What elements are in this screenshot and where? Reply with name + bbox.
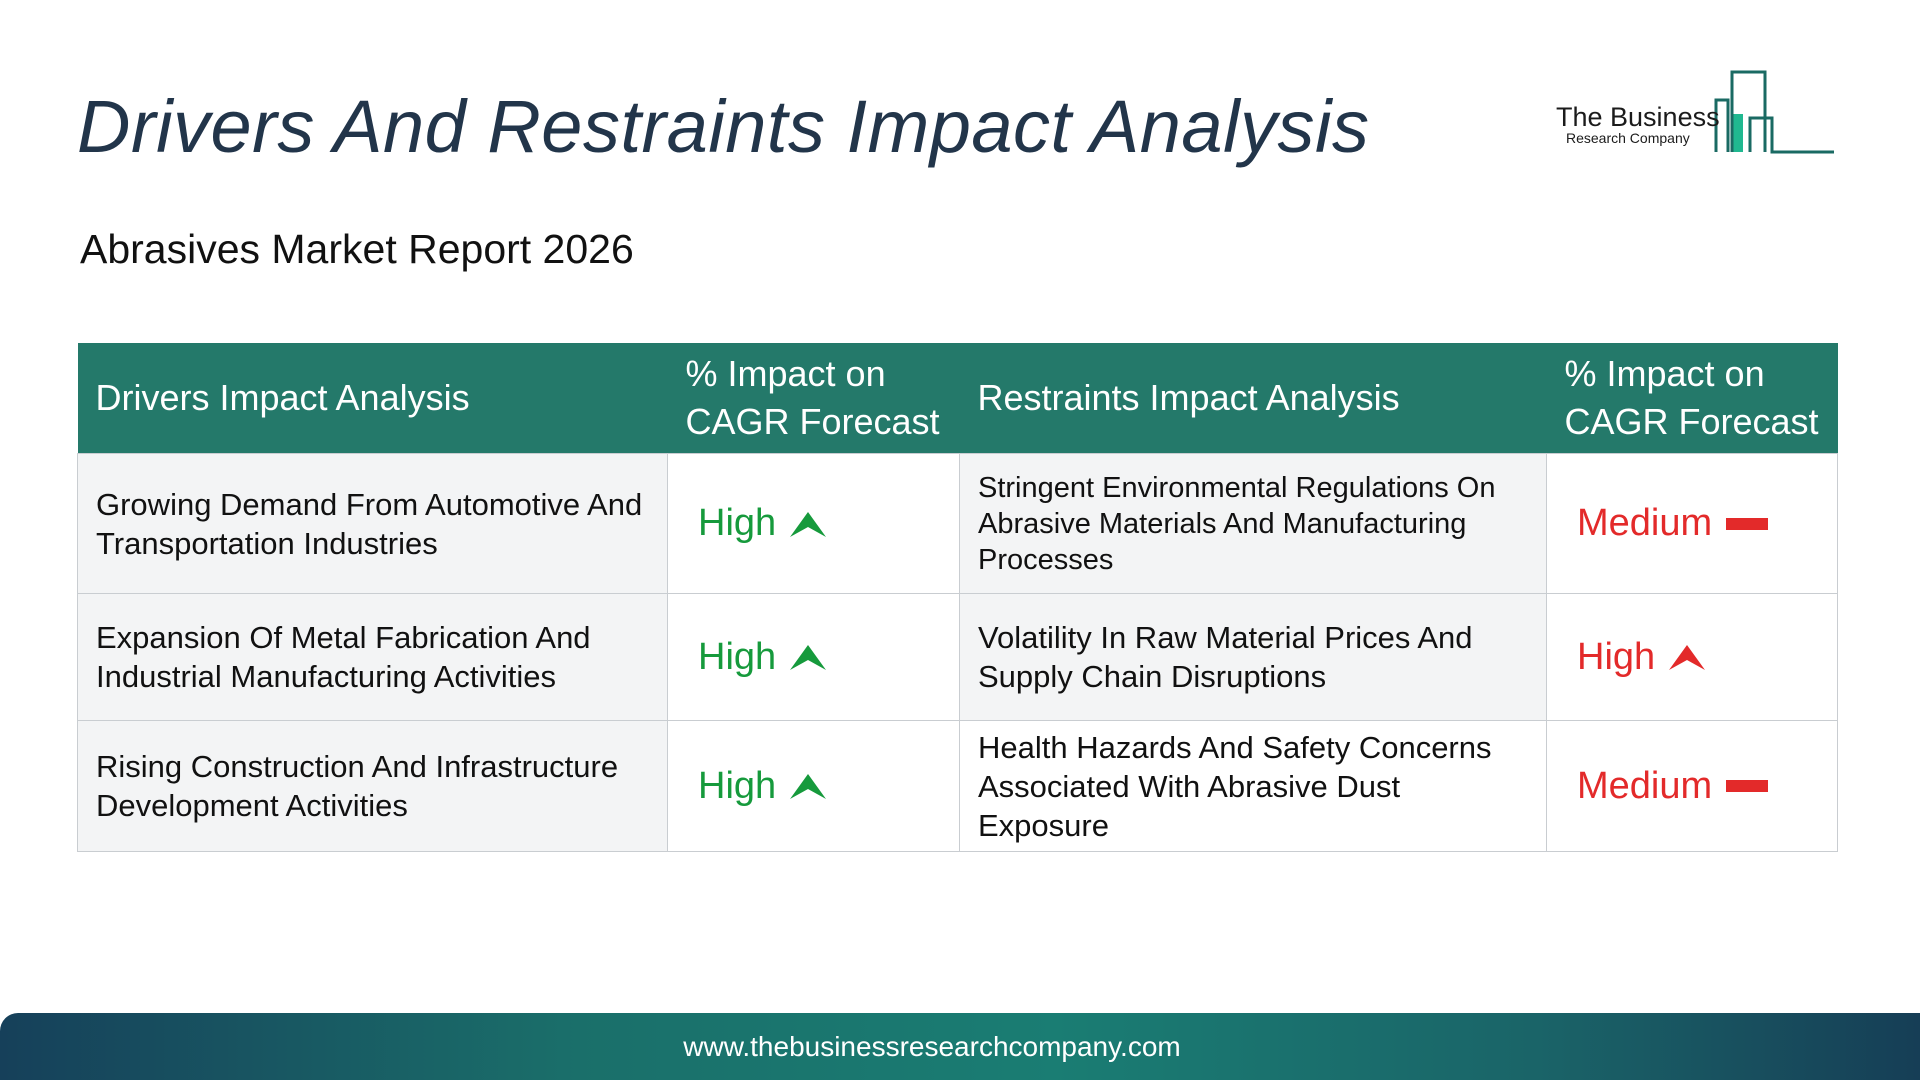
driver-impact-label: High: [698, 764, 777, 807]
driver-impact-label: High: [698, 502, 777, 544]
restraint-impact-label: High: [1577, 635, 1656, 678]
page-title: Drivers And Restraints Impact Analysis: [77, 85, 1370, 168]
footer-website-link[interactable]: www.thebusinessresearchcompany.com: [683, 1031, 1181, 1062]
logo-text-sub: Research Company: [1566, 130, 1690, 146]
logo-text-main: The Business: [1556, 102, 1720, 132]
arrow-up-icon: [1669, 643, 1706, 671]
header-drivers-impact: % Impact on CAGR Forecast: [667, 343, 960, 454]
restraint-impact-label: Medium: [1577, 764, 1713, 807]
driver-cell: Growing Demand From Automotive And Trans…: [77, 453, 668, 594]
restraint-impact-cell: High: [1546, 593, 1838, 721]
restraint-impact-cell: Medium: [1546, 453, 1838, 594]
restraint-cell: Volatility In Raw Material Prices And Su…: [959, 593, 1547, 721]
driver-impact-cell: High: [667, 453, 960, 594]
table-row: Rising Construction And Infrastructure D…: [77, 720, 1838, 852]
driver-impact-label: High: [698, 635, 777, 678]
driver-cell: Expansion Of Metal Fabrication And Indus…: [77, 593, 668, 721]
logo-bars-icon: [1714, 70, 1834, 154]
company-logo: The Business Research Company: [1552, 66, 1836, 156]
arrow-up-icon: [790, 510, 827, 538]
driver-impact-cell: High: [667, 593, 960, 721]
table-row: Expansion Of Metal Fabrication And Indus…: [77, 593, 1838, 721]
dash-icon: [1726, 780, 1769, 792]
restraint-cell: Health Hazards And Safety Concerns Assoc…: [959, 720, 1547, 852]
table-header-row: Drivers Impact Analysis % Impact on CAGR…: [77, 343, 1838, 454]
impact-table: Drivers Impact Analysis % Impact on CAGR…: [77, 343, 1838, 852]
report-subtitle: Abrasives Market Report 2026: [80, 226, 634, 272]
restraint-impact-cell: Medium: [1546, 720, 1838, 852]
restraint-cell: Stringent Environmental Regulations On A…: [959, 453, 1547, 594]
table-row: Growing Demand From Automotive And Trans…: [77, 453, 1838, 594]
arrow-up-icon: [790, 772, 827, 800]
header-restraints: Restraints Impact Analysis: [959, 343, 1547, 454]
restraint-impact-label: Medium: [1577, 502, 1713, 544]
driver-impact-cell: High: [667, 720, 960, 852]
footer-bar: www.thebusinessresearchcompany.com: [0, 1013, 1920, 1080]
header-restraints-impact: % Impact on CAGR Forecast: [1546, 343, 1838, 454]
header-drivers: Drivers Impact Analysis: [77, 343, 668, 454]
arrow-up-icon: [790, 643, 827, 671]
dash-icon: [1726, 517, 1769, 530]
driver-cell: Rising Construction And Infrastructure D…: [77, 720, 668, 852]
